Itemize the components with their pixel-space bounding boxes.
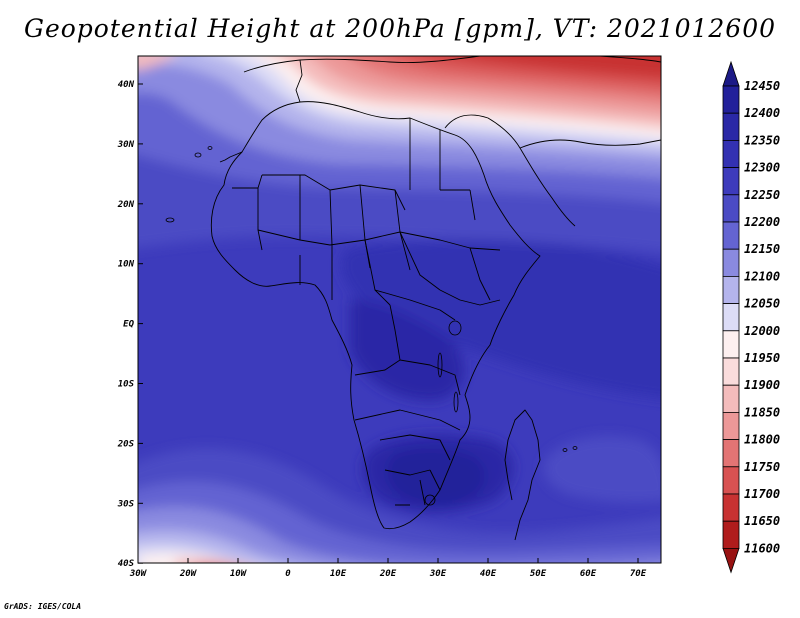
colorbar-swatch bbox=[722, 493, 740, 522]
map-frame bbox=[137, 55, 662, 564]
colorbar-level-label: 12150 bbox=[744, 242, 780, 256]
longitude-axis: 30W 20W 10W 0 10E 20E 30E 40E 50E 60E 70E bbox=[129, 558, 647, 579]
lon-label: 30W bbox=[129, 569, 148, 579]
grads-credit: GrADS: IGES/COLA bbox=[4, 602, 82, 611]
colorbar-top-arrow bbox=[722, 60, 740, 87]
colorbar-swatch bbox=[722, 466, 740, 495]
lon-label: 20W bbox=[179, 569, 198, 579]
colorbar-level-label: 12000 bbox=[744, 324, 780, 338]
colorbar-level-label: 12400 bbox=[744, 106, 780, 120]
lat-label: 30N bbox=[117, 140, 135, 150]
colorbar-swatch bbox=[722, 112, 740, 141]
lat-label: EQ bbox=[123, 320, 134, 330]
lon-label: 60E bbox=[580, 569, 597, 579]
colorbar-level-label: 11850 bbox=[744, 405, 780, 419]
lon-label: 50E bbox=[530, 569, 547, 579]
lon-label: 10W bbox=[230, 569, 248, 579]
colorbar: 12450 12400 12350 12300 12250 12200 12150 12100… bbox=[722, 60, 780, 574]
colorbar-level-label: 12200 bbox=[744, 215, 780, 229]
lat-label: 40S bbox=[118, 559, 135, 569]
colorbar-swatch bbox=[722, 275, 740, 304]
colorbar-swatch bbox=[722, 439, 740, 468]
colorbar-swatch bbox=[722, 85, 740, 114]
colorbar-swatch bbox=[722, 167, 740, 196]
lat-label: 20N bbox=[117, 200, 135, 210]
lat-label: 40N bbox=[118, 80, 135, 90]
colorbar-swatch bbox=[722, 139, 740, 168]
colorbar-level-label: 12050 bbox=[744, 297, 780, 311]
islands-lakes bbox=[165, 146, 578, 506]
colorbar-level-label: 11800 bbox=[744, 433, 780, 447]
lat-label: 10N bbox=[118, 260, 135, 270]
colorbar-level-label: 11650 bbox=[744, 514, 780, 528]
lon-label: 40E bbox=[480, 569, 497, 579]
colorbar-bottom-arrow bbox=[722, 548, 740, 574]
lat-label: 10S bbox=[118, 380, 135, 390]
colorbar-level-label: 12450 bbox=[744, 79, 780, 93]
colorbar-swatch bbox=[722, 194, 740, 223]
colorbar-swatch bbox=[722, 248, 740, 277]
colorbar-swatch bbox=[722, 303, 740, 332]
colorbar-swatch bbox=[722, 384, 740, 413]
colorbar-level-label: 12300 bbox=[744, 161, 780, 175]
colorbar-level-label: 12250 bbox=[744, 188, 780, 202]
colorbar-level-label: 11900 bbox=[744, 378, 780, 392]
lon-label: 20E bbox=[379, 569, 397, 579]
colorbar-swatch bbox=[722, 330, 740, 359]
lat-label: 30S bbox=[117, 499, 135, 509]
colorbar-level-label: 11700 bbox=[744, 487, 780, 501]
colorbar-swatch bbox=[722, 357, 740, 386]
lon-label: 30E bbox=[429, 569, 447, 579]
colorbar-level-label: 12100 bbox=[744, 269, 780, 283]
lon-label: 70E bbox=[630, 569, 647, 579]
coastlines-borders bbox=[210, 56, 661, 541]
lon-label: 10E bbox=[330, 569, 347, 579]
colorbar-level-label: 11750 bbox=[744, 460, 780, 474]
lat-label: 20S bbox=[117, 439, 135, 449]
colorbar-level-label: 11600 bbox=[744, 541, 780, 555]
map-title: Geopotential Height at 200hPa [gpm], VT:… bbox=[23, 14, 777, 43]
colorbar-swatch bbox=[722, 221, 740, 250]
colorbar-swatch bbox=[722, 520, 740, 549]
colorbar-level-label: 12350 bbox=[744, 133, 780, 147]
lon-label: 0 bbox=[285, 569, 291, 579]
latitude-axis: 40N 30N 20N 10N EQ 10S 20S 30S 40S bbox=[117, 80, 143, 569]
height-field bbox=[138, 56, 661, 563]
colorbar-swatch bbox=[722, 411, 740, 440]
colorbar-level-label: 11950 bbox=[744, 351, 780, 365]
